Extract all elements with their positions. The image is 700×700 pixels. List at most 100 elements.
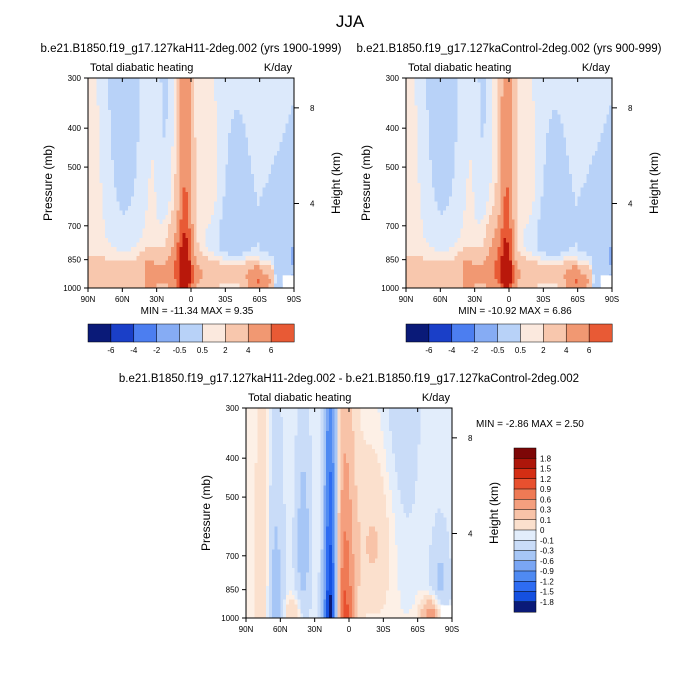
heatmap-cell — [180, 78, 183, 83]
heatmap-cell — [237, 105, 240, 110]
heatmap-cell — [137, 238, 140, 243]
heatmap-cell — [435, 110, 438, 115]
heatmap-cell — [575, 142, 578, 147]
heatmap-cell — [154, 197, 157, 202]
heatmap-cell — [486, 115, 489, 120]
heatmap-cell — [466, 96, 469, 101]
heatmap-cell — [111, 87, 114, 92]
heatmap-cell — [280, 137, 283, 142]
heatmap-cell — [509, 87, 512, 92]
heatmap-cell — [243, 78, 246, 83]
heatmap-cell — [174, 178, 177, 183]
heatmap-cell — [271, 197, 274, 202]
heatmap-cell — [243, 251, 246, 256]
heatmap-cell — [601, 137, 604, 142]
heatmap-cell — [234, 105, 237, 110]
heatmap-cell — [268, 188, 271, 193]
heatmap-cell — [243, 233, 246, 238]
heatmap-cell — [486, 174, 489, 179]
heatmap-cell — [142, 242, 145, 247]
heatmap-cell — [165, 83, 168, 88]
heatmap-cell — [160, 146, 163, 151]
heatmap-cell — [245, 142, 248, 147]
heatmap-cell — [237, 142, 240, 147]
heatmap-cell — [188, 165, 191, 170]
heatmap-cell — [182, 128, 185, 133]
heatmap-cell — [217, 265, 220, 270]
heatmap-cell — [486, 178, 489, 183]
heatmap-cell — [529, 96, 532, 101]
heatmap-cell — [440, 142, 443, 147]
heatmap-cell — [417, 83, 420, 88]
heatmap-cell — [285, 270, 288, 275]
heatmap-cell — [182, 151, 185, 156]
heatmap-cell — [145, 119, 148, 124]
heatmap-cell — [417, 119, 420, 124]
heatmap-cell — [532, 78, 535, 83]
heatmap-cell — [472, 137, 475, 142]
heatmap-cell — [105, 242, 108, 247]
heatmap-cell — [509, 92, 512, 97]
heatmap-cell — [225, 192, 228, 197]
heatmap-cell — [595, 169, 598, 174]
heatmap-cell — [489, 133, 492, 138]
heatmap-cell — [177, 169, 180, 174]
heatmap-cell — [601, 83, 604, 88]
heatmap-cell — [426, 165, 429, 170]
heatmap-cell — [460, 151, 463, 156]
chart-panel-top-right: b.e21.B1850.f19_g17.127kaControl-2deg.00… — [357, 43, 662, 355]
heatmap-cell — [595, 142, 598, 147]
heatmap-cell — [520, 110, 523, 115]
heatmap-cell — [200, 188, 203, 193]
heatmap-cell — [455, 92, 458, 97]
heatmap-cell — [285, 142, 288, 147]
heatmap-cell — [538, 78, 541, 83]
heatmap-cell — [237, 128, 240, 133]
heatmap-cell — [243, 151, 246, 156]
heatmap-cell — [443, 87, 446, 92]
heatmap-cell — [137, 133, 140, 138]
heatmap-cell — [529, 78, 532, 83]
heatmap-cell — [452, 128, 455, 133]
heatmap-cell — [185, 270, 188, 275]
heatmap-cell — [512, 83, 515, 88]
heatmap-cell — [452, 124, 455, 129]
heatmap-cell — [558, 78, 561, 83]
heatmap-cell — [592, 169, 595, 174]
heatmap-cell — [483, 137, 486, 142]
heatmap-cell — [257, 238, 260, 243]
heatmap-cell — [111, 78, 114, 83]
heatmap-cell — [575, 115, 578, 120]
heatmap-cell — [102, 188, 105, 193]
heatmap-cell — [260, 197, 263, 202]
heatmap-cell — [288, 87, 291, 92]
heatmap-cell — [111, 178, 114, 183]
heatmap-cell — [208, 78, 211, 83]
heatmap-cell — [211, 124, 214, 129]
heatmap-cell — [202, 165, 205, 170]
colorbar-label: -2 — [153, 346, 161, 355]
heatmap-cell — [529, 110, 532, 115]
heatmap-cell — [108, 115, 111, 120]
heatmap-cell — [555, 124, 558, 129]
x-tick-label: 30N — [149, 295, 164, 304]
heatmap-cell — [231, 160, 234, 165]
heatmap-cell — [142, 178, 145, 183]
heatmap-cell — [122, 169, 125, 174]
heatmap-cell — [188, 215, 191, 220]
heatmap-cell — [208, 256, 211, 261]
heatmap-cell — [140, 133, 143, 138]
heatmap-cell — [131, 142, 134, 147]
heatmap-cell — [171, 133, 174, 138]
heatmap-cell — [197, 270, 200, 275]
heatmap-cell — [529, 124, 532, 129]
heatmap-cell — [546, 128, 549, 133]
heatmap-cell — [578, 101, 581, 106]
heatmap-cell — [601, 151, 604, 156]
heatmap-cell — [151, 201, 154, 206]
heatmap-cell — [91, 110, 94, 115]
heatmap-cell — [111, 215, 114, 220]
heatmap-cell — [268, 178, 271, 183]
heatmap-cell — [114, 238, 117, 243]
heatmap-cell — [546, 174, 549, 179]
